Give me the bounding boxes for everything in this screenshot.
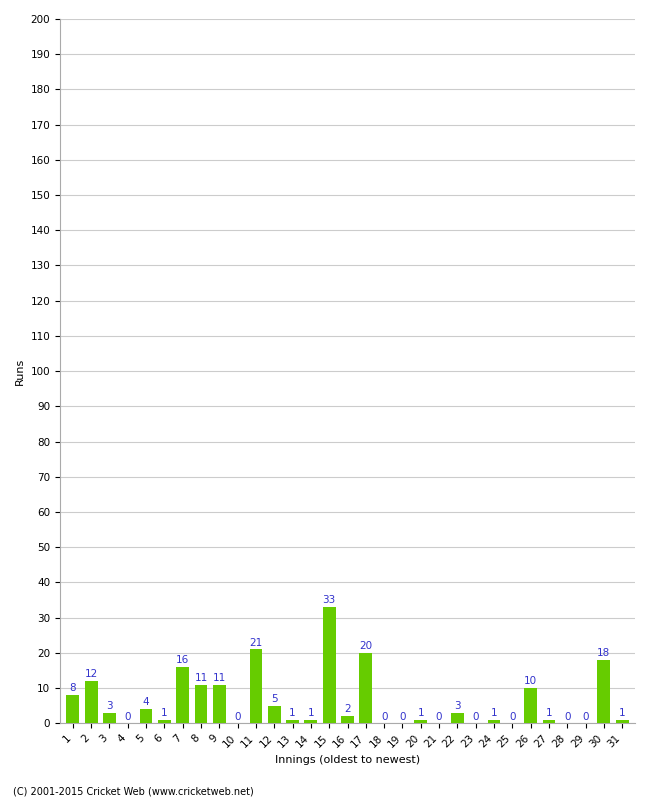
Bar (268, 706, 281, 723)
Text: 11: 11 (213, 673, 226, 682)
Text: 0: 0 (125, 711, 131, 722)
Text: 20: 20 (359, 641, 372, 651)
Bar (414, 720, 427, 723)
Text: 1: 1 (307, 708, 314, 718)
Bar (286, 720, 299, 723)
Text: 10: 10 (524, 676, 537, 686)
Bar (250, 650, 263, 723)
Text: 3: 3 (454, 701, 461, 711)
Text: 1: 1 (161, 708, 168, 718)
Text: 21: 21 (250, 638, 263, 647)
Text: 0: 0 (436, 711, 442, 722)
Bar (194, 685, 207, 723)
Bar (176, 667, 189, 723)
Bar (359, 653, 372, 723)
Text: 2: 2 (344, 705, 351, 714)
Bar (488, 720, 500, 723)
X-axis label: Innings (oldest to newest): Innings (oldest to newest) (275, 755, 420, 765)
Y-axis label: Runs: Runs (15, 358, 25, 385)
Text: 11: 11 (194, 673, 207, 682)
Bar (213, 685, 226, 723)
Text: (C) 2001-2015 Cricket Web (www.cricketweb.net): (C) 2001-2015 Cricket Web (www.cricketwe… (13, 786, 254, 796)
Text: 1: 1 (417, 708, 424, 718)
Text: 8: 8 (70, 683, 76, 694)
Text: 1: 1 (619, 708, 625, 718)
Bar (140, 709, 153, 723)
Text: 0: 0 (582, 711, 589, 722)
Bar (616, 720, 629, 723)
Text: 5: 5 (271, 694, 278, 704)
Bar (323, 607, 335, 723)
Bar (451, 713, 464, 723)
Bar (597, 660, 610, 723)
Text: 0: 0 (564, 711, 571, 722)
Text: 0: 0 (235, 711, 241, 722)
Text: 0: 0 (473, 711, 479, 722)
Text: 1: 1 (491, 708, 497, 718)
Text: 16: 16 (176, 655, 189, 665)
Bar (66, 695, 79, 723)
Text: 0: 0 (509, 711, 515, 722)
Text: 4: 4 (143, 698, 150, 707)
Text: 1: 1 (545, 708, 552, 718)
Bar (543, 720, 555, 723)
Bar (304, 720, 317, 723)
Text: 3: 3 (106, 701, 113, 711)
Bar (524, 688, 537, 723)
Text: 33: 33 (322, 595, 336, 606)
Text: 0: 0 (399, 711, 406, 722)
Bar (341, 716, 354, 723)
Text: 12: 12 (84, 670, 98, 679)
Text: 18: 18 (597, 648, 610, 658)
Text: 1: 1 (289, 708, 296, 718)
Bar (84, 681, 98, 723)
Bar (103, 713, 116, 723)
Bar (158, 720, 171, 723)
Text: 0: 0 (381, 711, 387, 722)
